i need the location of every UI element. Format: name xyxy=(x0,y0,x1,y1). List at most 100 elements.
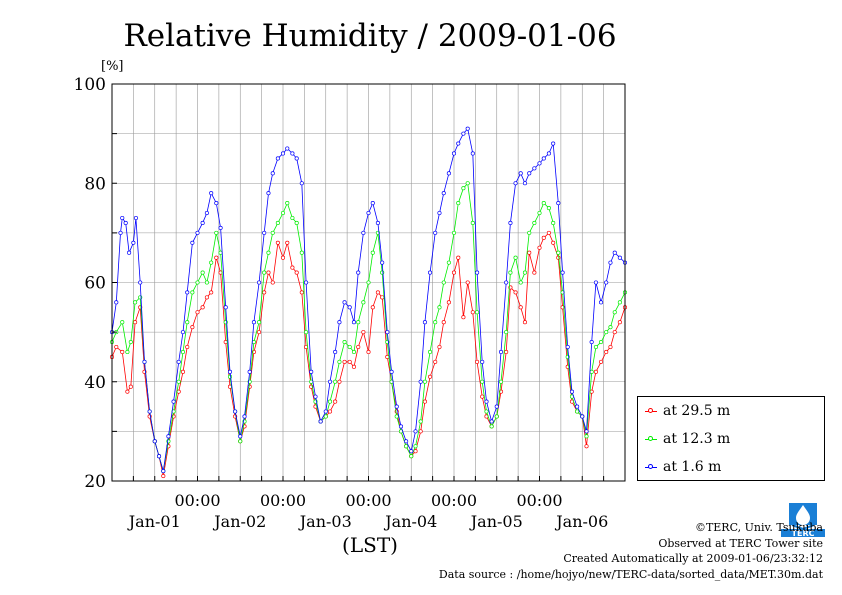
data-point xyxy=(218,225,223,230)
data-point xyxy=(546,230,551,235)
data-point xyxy=(551,240,556,245)
data-point xyxy=(546,206,551,211)
data-point xyxy=(532,270,537,275)
data-point xyxy=(433,359,438,364)
data-point xyxy=(404,444,409,449)
data-point xyxy=(593,280,598,285)
data-point xyxy=(313,394,318,399)
data-point xyxy=(214,255,219,260)
data-point xyxy=(180,330,186,335)
data-point xyxy=(161,469,166,474)
series-2 xyxy=(109,126,628,474)
data-point xyxy=(612,330,617,335)
data-point xyxy=(409,454,414,459)
data-point xyxy=(294,270,299,275)
data-point xyxy=(551,141,556,146)
data-point xyxy=(351,349,357,355)
data-point xyxy=(347,344,352,350)
x-tick-time-label: 00:00 xyxy=(431,491,477,510)
data-point xyxy=(318,419,323,424)
data-point xyxy=(456,201,461,206)
data-point xyxy=(608,260,613,265)
data-point xyxy=(584,429,589,434)
chart-title: Relative Humidity / 2009-01-06 xyxy=(123,18,616,54)
data-point xyxy=(161,473,166,479)
data-point xyxy=(428,349,433,355)
data-point xyxy=(546,151,551,156)
data-point xyxy=(133,320,138,325)
data-point xyxy=(227,369,233,374)
data-point xyxy=(608,325,613,330)
data-point xyxy=(242,414,247,419)
data-point xyxy=(527,171,532,176)
data-point xyxy=(238,434,243,439)
data-point xyxy=(428,270,433,275)
x-tick-date-label: Jan-02 xyxy=(212,512,266,531)
data-source-text: Data source : /home/hojyo/new/TERC-data/… xyxy=(438,567,823,581)
data-point xyxy=(171,399,176,404)
y-tick-label: 100 xyxy=(74,75,106,95)
data-point xyxy=(375,220,380,226)
data-point xyxy=(617,320,622,325)
data-point xyxy=(480,359,485,364)
data-point xyxy=(556,250,561,255)
data-point xyxy=(120,215,125,221)
data-point xyxy=(152,439,157,444)
data-point xyxy=(589,369,594,374)
data-point xyxy=(238,439,243,444)
y-axis-unit-label: [%] xyxy=(101,59,124,74)
x-tick-time-label: 00:00 xyxy=(260,491,306,510)
data-point xyxy=(532,166,537,171)
data-point xyxy=(580,414,585,419)
data-point xyxy=(356,344,361,350)
data-point xyxy=(366,210,371,216)
data-point xyxy=(351,320,357,325)
legend-item-1-6m: at 1.6 m xyxy=(638,458,824,478)
legend-item-12-3m: at 12.3 m xyxy=(638,430,824,450)
data-point xyxy=(337,320,342,325)
created-timestamp-text: Created Automatically at 2009-01-06/23:3… xyxy=(563,552,823,565)
data-point xyxy=(280,210,286,216)
data-point xyxy=(418,419,423,424)
data-point xyxy=(518,280,523,285)
data-point xyxy=(418,429,423,434)
data-point xyxy=(128,339,133,345)
data-point xyxy=(128,384,133,389)
data-point xyxy=(275,156,280,161)
data-point xyxy=(456,255,461,260)
data-point xyxy=(285,146,290,151)
data-point xyxy=(356,270,361,275)
data-point xyxy=(551,220,556,226)
data-point xyxy=(333,379,338,384)
data-point xyxy=(404,439,409,444)
data-point xyxy=(200,220,205,226)
data-point xyxy=(617,255,622,260)
data-point xyxy=(604,349,609,355)
data-point xyxy=(451,151,457,156)
data-point xyxy=(127,250,132,255)
data-point xyxy=(409,449,414,454)
data-point xyxy=(494,414,499,419)
data-point xyxy=(204,210,209,216)
data-point xyxy=(441,320,446,325)
data-point xyxy=(294,220,299,226)
data-point xyxy=(123,220,128,226)
data-point xyxy=(522,270,528,275)
data-point xyxy=(475,359,480,364)
data-point xyxy=(262,230,267,235)
data-point xyxy=(451,270,457,275)
data-point xyxy=(342,339,347,345)
data-point xyxy=(504,349,509,355)
data-point xyxy=(433,320,438,325)
data-point xyxy=(513,290,518,295)
data-point xyxy=(304,280,309,285)
legend-marker-29-5m xyxy=(648,408,653,413)
data-point xyxy=(125,349,130,355)
data-point xyxy=(185,290,190,295)
data-point xyxy=(125,389,130,394)
data-point xyxy=(518,305,523,310)
data-point xyxy=(195,310,200,315)
legend-marker-1-6m xyxy=(648,464,653,469)
data-point xyxy=(599,359,604,364)
